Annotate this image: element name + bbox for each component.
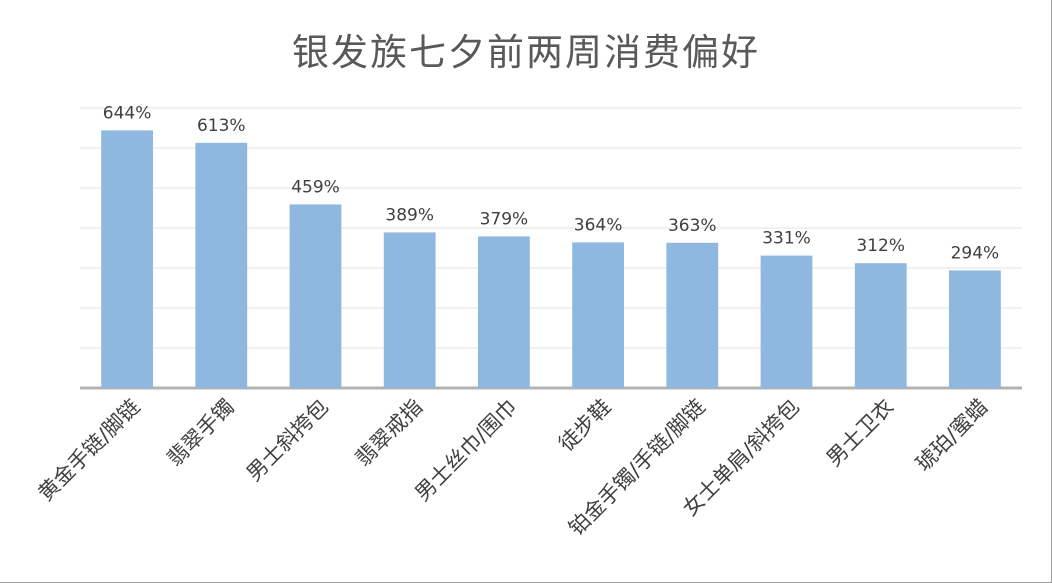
- x-tick-label: 男士卫衣: [822, 395, 898, 471]
- chart-title: 银发族七夕前两周消费偏好: [292, 31, 760, 74]
- data-labels: 644% 613% 459% 389% 379% 364% 363% 331% 312% 294%: [103, 103, 999, 263]
- data-label: 294%: [951, 243, 1000, 263]
- bar: [572, 242, 625, 388]
- bar: [101, 130, 154, 388]
- bar: [854, 263, 907, 388]
- data-label: 379%: [480, 209, 529, 229]
- x-tick-label: 徒步鞋: [554, 395, 616, 457]
- data-label: 389%: [385, 205, 434, 225]
- data-label: 364%: [574, 215, 623, 235]
- data-label: 644%: [103, 103, 152, 123]
- data-label: 613%: [197, 116, 246, 136]
- bar: [289, 204, 342, 388]
- bars: [101, 130, 1001, 388]
- x-tick-label: 琥珀/蜜蜡: [911, 395, 992, 476]
- data-label: 363%: [668, 216, 717, 236]
- data-label: 331%: [762, 229, 811, 249]
- x-tick-label: 翡翠戒指: [351, 395, 427, 471]
- x-tick-label: 黄金手链/脚链: [34, 395, 145, 506]
- data-label: 459%: [291, 177, 340, 197]
- bar: [383, 232, 436, 388]
- bar: [948, 270, 1001, 388]
- bar: [195, 142, 248, 388]
- x-tick-label: 翡翠手镯: [162, 395, 238, 471]
- x-tick-label: 男士斜挎包: [242, 395, 333, 486]
- bar: [477, 236, 530, 388]
- bar: [760, 255, 813, 388]
- data-label: 312%: [856, 236, 905, 256]
- x-tick-label: 男士丝巾/围巾: [410, 395, 521, 506]
- bar: [666, 242, 719, 388]
